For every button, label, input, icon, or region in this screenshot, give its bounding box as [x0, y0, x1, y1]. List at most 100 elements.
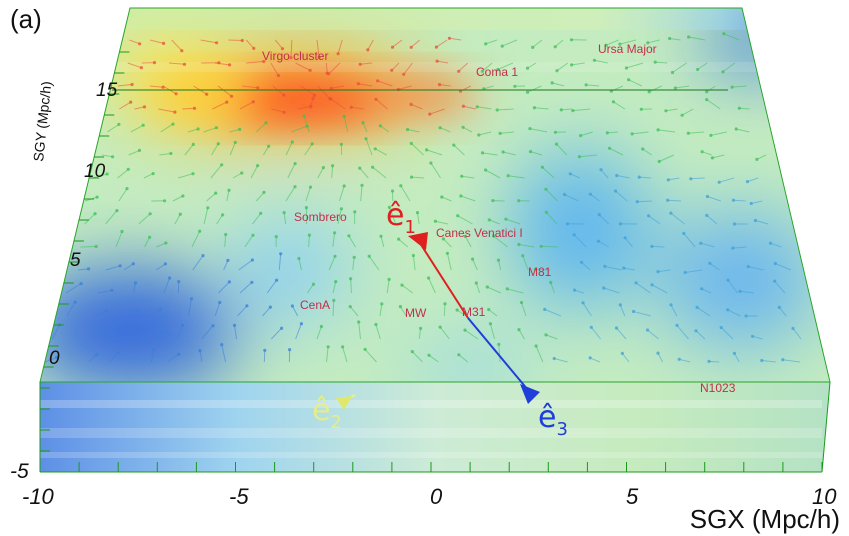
flow-arrowhead: [357, 320, 361, 324]
flow-arrowhead: [568, 172, 572, 176]
flow-stroke: [500, 131, 515, 134]
flow-arrowhead: [226, 258, 230, 262]
flow-arrowhead: [181, 194, 185, 198]
flow-stroke: [117, 84, 133, 87]
flow-arrowhead: [334, 280, 338, 284]
flow-arrowhead: [719, 325, 723, 330]
flow-arrowhead: [664, 109, 668, 113]
flow-arrowhead: [584, 83, 588, 87]
flow-arrowhead: [492, 234, 496, 238]
flow-stroke: [589, 357, 601, 363]
flow-stroke: [418, 328, 422, 340]
x-axis-tick-labels: -10 -5 0 5 10: [22, 484, 837, 509]
flow-stroke: [176, 325, 184, 340]
flow-arrowhead: [726, 278, 730, 282]
flow-stroke: [331, 85, 345, 89]
flow-stroke: [453, 144, 465, 156]
flow-arrowhead: [745, 180, 750, 184]
flow-arrowhead: [148, 235, 152, 239]
flow-stroke: [156, 242, 167, 248]
flow-stroke: [133, 282, 136, 294]
flow-stroke: [400, 185, 411, 202]
flow-arrowhead: [336, 52, 340, 56]
flow-stroke: [623, 267, 635, 271]
flow-stroke: [177, 173, 194, 179]
flow-arrowhead: [506, 174, 510, 178]
flow-arrowhead: [117, 122, 121, 126]
flow-stroke: [328, 256, 336, 271]
flow-arrowhead: [218, 300, 222, 305]
flow-stroke: [482, 152, 498, 156]
velocity-streamlines: [45, 32, 802, 363]
flow-arrowhead: [397, 237, 401, 241]
flow-arrowhead: [138, 42, 142, 46]
flow-arrowhead: [471, 257, 475, 261]
flow-stroke: [348, 235, 356, 248]
flow-stroke: [761, 360, 776, 363]
flow-arrowhead: [717, 180, 721, 184]
flow-arrowhead: [319, 324, 323, 329]
eigen-vectors: [336, 232, 540, 410]
flow-stroke: [359, 167, 369, 179]
flow-arrowhead: [732, 351, 737, 355]
flow-arrowhead: [376, 79, 380, 83]
flow-arrowhead: [402, 72, 406, 76]
flow-stroke: [527, 85, 542, 93]
flow-arrowhead: [348, 305, 352, 309]
flow-arrowhead: [544, 210, 548, 214]
flow-stroke: [554, 358, 568, 363]
flow-arrowhead: [631, 309, 636, 314]
flow-arrowhead: [445, 251, 449, 255]
flow-stroke: [358, 83, 373, 87]
flow-stroke: [670, 304, 678, 317]
flow-stroke: [234, 325, 237, 340]
flow-stroke: [291, 305, 299, 317]
flow-arrowhead: [206, 206, 210, 210]
flow-arrowhead: [456, 214, 460, 218]
flow-arrowhead: [280, 326, 284, 330]
flow-arrowhead: [288, 348, 292, 352]
flow-arrowhead: [245, 304, 249, 308]
flow-arrowhead: [425, 148, 429, 152]
flow-stroke: [379, 303, 383, 317]
flow-stroke: [670, 212, 685, 225]
flow-arrowhead: [178, 212, 182, 216]
flow-arrowhead: [115, 209, 119, 213]
flow-stroke: [521, 302, 527, 317]
flow-arrowhead: [623, 236, 627, 240]
flow-stroke: [457, 215, 473, 225]
flow-stroke: [244, 234, 254, 248]
flow-stroke: [527, 62, 537, 69]
flow-arrowhead: [669, 211, 673, 215]
flow-arrowhead: [360, 183, 364, 187]
flow-stroke: [229, 128, 240, 133]
flow-arrowhead: [777, 305, 781, 309]
flow-stroke: [550, 282, 555, 294]
flow-stroke: [564, 194, 579, 202]
flow-stroke: [605, 39, 619, 46]
flow-stroke: [498, 259, 502, 271]
flow-arrowhead: [732, 222, 737, 226]
flow-arrowhead: [699, 241, 703, 245]
flow-stroke: [360, 62, 372, 65]
flow-stroke: [297, 105, 311, 110]
flow-stroke: [184, 144, 194, 156]
flow-stroke: [216, 214, 224, 225]
flow-stroke: [701, 151, 712, 156]
flow-arrowhead: [457, 69, 461, 73]
flow-arrowhead: [705, 90, 709, 94]
flow-stroke: [541, 245, 559, 248]
flow-arrowhead: [262, 59, 266, 64]
flow-stroke: [332, 232, 336, 248]
flow-stroke: [604, 265, 622, 271]
y-tick-5: 5: [70, 250, 81, 271]
flow-stroke: [464, 329, 479, 340]
flow-stroke: [752, 335, 763, 340]
flow-arrowhead: [737, 106, 741, 110]
flow-arrowhead: [215, 41, 219, 45]
flow-arrowhead: [588, 192, 593, 196]
flow-arrowhead: [549, 280, 553, 284]
flow-stroke: [497, 62, 514, 70]
flow-arrowhead: [443, 302, 447, 306]
flow-arrowhead: [534, 344, 538, 348]
